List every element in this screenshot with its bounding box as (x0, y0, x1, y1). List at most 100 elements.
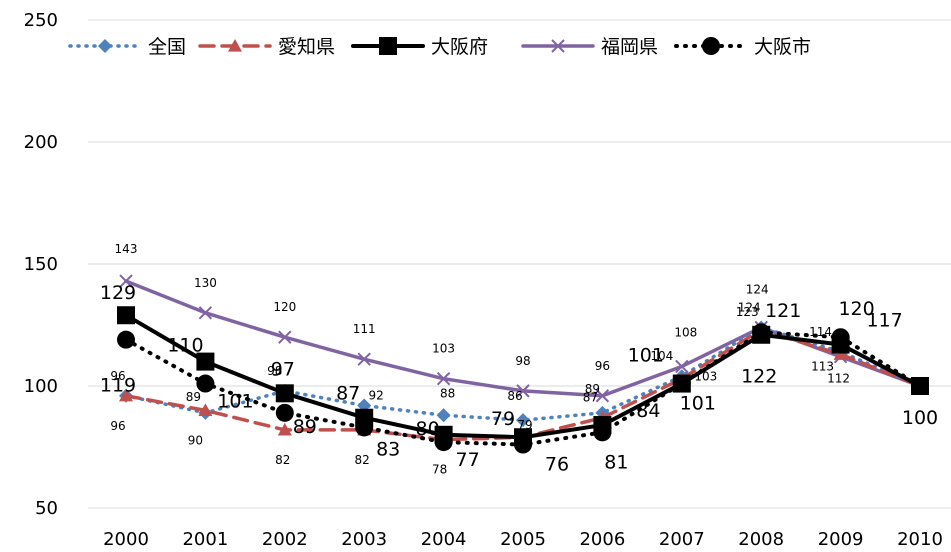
data-point-stroke (595, 389, 610, 403)
data-point (516, 413, 530, 428)
x-tick-label: 2007 (659, 529, 705, 548)
data-point (593, 416, 612, 435)
legend: 全国 愛知県 大阪府 福岡県 大阪市 (68, 36, 811, 58)
data-label: 104 (650, 349, 673, 363)
data-label: 123 (736, 305, 759, 319)
legend-label: 福岡県 (601, 36, 658, 58)
x-tick-label: 2010 (897, 529, 943, 548)
data-label: 82 (355, 453, 370, 467)
data-point (98, 39, 112, 53)
data-point-stroke (675, 359, 689, 374)
data-point (198, 306, 213, 320)
data-point (119, 388, 133, 402)
data-point (196, 352, 215, 371)
data-point (752, 325, 771, 344)
data-point (675, 359, 689, 374)
data-label: 130 (194, 276, 217, 290)
data-point (434, 425, 453, 444)
series-lines (117, 274, 929, 454)
data-label: 120 (838, 298, 874, 320)
data-point (355, 408, 374, 427)
data-label: 110 (167, 335, 203, 357)
data-label: 100 (902, 407, 938, 429)
x-tick-label: 2009 (818, 529, 864, 548)
legend-label: 愛知県 (278, 36, 335, 58)
x-tick-label: 2002 (262, 529, 308, 548)
data-label: 120 (273, 300, 296, 314)
data-label: 124 (746, 282, 769, 296)
data-point (672, 374, 691, 393)
data-point (702, 37, 720, 55)
y-tick-label: 200 (24, 132, 58, 153)
data-label: 119 (100, 375, 136, 397)
y-tick-label: 100 (24, 376, 58, 397)
data-label: 96 (110, 369, 125, 383)
legend-item-福岡県: 福岡県 (521, 36, 658, 58)
data-label: 117 (866, 310, 902, 332)
data-label: 89 (585, 382, 600, 396)
data-label: 79 (491, 408, 515, 430)
data-labels: 96 89 98 92 88 86 89 104 124 114 96 90 82 82 78 79 87 103… (100, 242, 938, 477)
data-point (275, 384, 294, 403)
data-point-stroke (516, 384, 530, 398)
data-point (196, 374, 215, 393)
x-tick-label: 2006 (579, 529, 625, 548)
gridlines (88, 19, 951, 509)
data-label: 78 (432, 463, 447, 477)
data-point (119, 274, 133, 288)
data-label: 108 (674, 325, 697, 339)
data-label: 98 (267, 364, 282, 378)
data-point (833, 347, 848, 360)
data-label: 89 (186, 390, 201, 404)
data-label: 83 (376, 438, 400, 460)
data-label: 88 (440, 386, 455, 400)
data-label: 124 (738, 300, 761, 314)
data-label: 97 (271, 358, 295, 380)
data-label: 87 (583, 391, 598, 405)
data-point-stroke (278, 330, 292, 344)
legend-label: 全国 (148, 36, 186, 58)
data-point (436, 371, 451, 386)
data-label: 121 (765, 300, 801, 322)
legend-label: 大阪市 (754, 36, 811, 58)
x-tick-label: 2003 (341, 529, 387, 548)
data-point (198, 403, 213, 416)
data-point (551, 39, 565, 53)
series-大阪府 (117, 306, 929, 447)
data-label: 79 (517, 418, 532, 432)
data-point (278, 330, 292, 344)
data-label: 112 (827, 372, 850, 386)
y-tick-label: 50 (35, 498, 58, 519)
data-label: 103 (432, 342, 455, 356)
data-point (911, 377, 929, 395)
data-point (277, 422, 292, 436)
data-label: 143 (115, 242, 138, 256)
data-label: 87 (336, 383, 360, 405)
legend-item-大阪府: 大阪府 (351, 36, 488, 58)
data-label: 96 (110, 419, 125, 433)
data-label: 101 (628, 345, 664, 367)
data-point (275, 403, 294, 422)
data-point (379, 37, 397, 55)
data-label: 101 (680, 393, 716, 415)
data-label: 129 (100, 282, 136, 304)
y-tick-label: 250 (24, 10, 58, 31)
data-point (514, 428, 532, 447)
y-tick-label: 150 (24, 254, 58, 275)
data-point (831, 335, 850, 354)
data-point-stroke (119, 274, 133, 288)
data-point (117, 330, 135, 349)
data-point (357, 352, 371, 366)
legend-item-全国: 全国 (68, 36, 186, 58)
data-label: 113 (811, 359, 834, 373)
series-line (124, 325, 922, 422)
data-label: 81 (604, 451, 628, 473)
data-label: 92 (369, 389, 384, 403)
data-label: 96 (595, 359, 610, 373)
x-tick-label: 2004 (421, 529, 467, 548)
data-label: 90 (188, 433, 203, 447)
data-label: 77 (456, 449, 480, 471)
data-label: 98 (515, 354, 530, 368)
data-point-stroke (357, 352, 371, 366)
